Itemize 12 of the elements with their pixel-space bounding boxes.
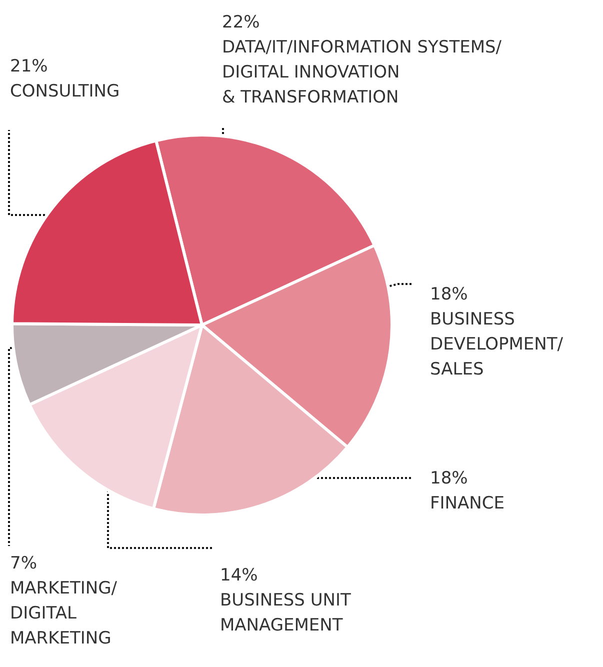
data-label: 18% bbox=[430, 468, 468, 488]
slice-label: MARKETING/ DIGITAL MARKETING bbox=[10, 578, 118, 648]
data-label: 22% bbox=[222, 12, 260, 32]
data-label: 18% bbox=[430, 284, 468, 304]
slice-label: FINANCE bbox=[430, 494, 504, 514]
slice-label: DATA/IT/INFORMATION SYSTEMS/ DIGITAL INNOVATION & TRANSFORMATION bbox=[222, 38, 502, 108]
slice-label: CONSULTING bbox=[10, 82, 120, 102]
slice-label: BUSINESS UNIT MANAGEMENT bbox=[220, 590, 352, 636]
slice-label: BUSINESS DEVELOPMENT/ SALES bbox=[430, 310, 564, 380]
data-label: 7% bbox=[10, 554, 37, 574]
data-label: 14% bbox=[220, 566, 258, 586]
data-label: 21% bbox=[10, 56, 48, 76]
